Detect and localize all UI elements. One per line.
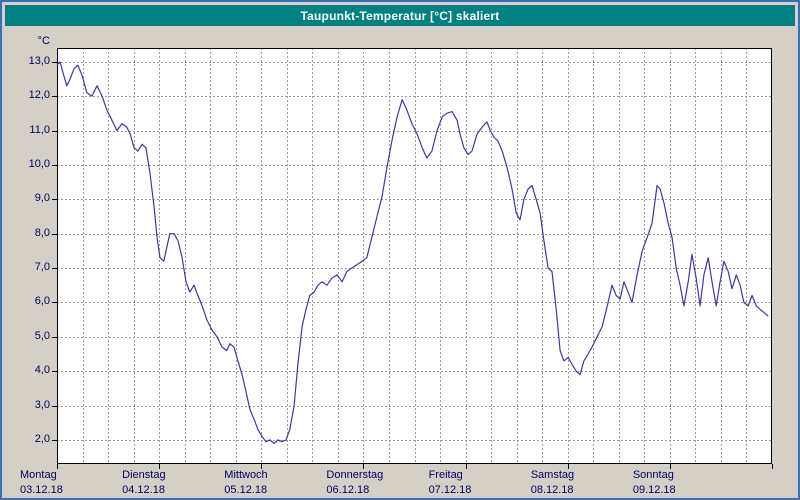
x-date-label: 06.12.18 [326,484,370,496]
x-tick-mark [466,464,467,469]
x-tick-mark [363,464,364,469]
y-tick-mark [52,302,57,303]
x-tick-mark [261,464,262,469]
y-tick-mark [52,337,57,338]
x-day-label: Dienstag [122,469,166,481]
y-tick-label: 5,0 [34,329,50,342]
y-tick-label: 8,0 [34,226,50,239]
x-day-label: Montag [20,469,57,481]
y-tick-label: 3,0 [34,398,50,411]
y-tick-mark [52,165,57,166]
y-tick-mark [52,131,57,132]
x-date-label: 04.12.18 [122,484,165,496]
x-tick-mark [568,464,569,469]
line-chart [57,48,772,464]
x-tick-mark [670,464,671,469]
y-tick-mark [52,62,57,63]
y-tick-mark [52,199,57,200]
x-day-label: Donnerstag [326,469,384,481]
y-tick-label: 4,0 [34,364,50,377]
x-day-label: Mittwoch [224,469,268,481]
y-tick-mark [52,371,57,372]
title-bar: Taupunkt-Temperatur [°C] skaliert [5,5,795,26]
x-day-label: Samstag [530,469,575,481]
y-tick-mark [52,96,57,97]
y-tick-label: 10,0 [28,157,50,170]
x-day-label: Sonntag [632,469,674,481]
y-tick-mark [52,234,57,235]
x-date-label: 09.12.18 [632,484,676,496]
x-tick-mark [772,464,773,469]
x-tick-mark [159,464,160,469]
y-tick-label: 2,0 [34,432,50,445]
y-tick-mark [52,268,57,269]
x-day-label: Freitag [428,469,463,481]
y-tick-label: 7,0 [34,261,50,274]
y-tick-mark [52,440,57,441]
plot-border [57,48,772,464]
y-tick-mark [52,406,57,407]
y-axis-unit-label: °C [37,35,50,47]
chart-title: Taupunkt-Temperatur [°C] skaliert [300,8,500,23]
y-tick-label: 6,0 [34,295,50,308]
y-tick-label: 9,0 [34,192,50,205]
x-tick-mark [57,464,58,469]
y-tick-label: 11,0 [29,123,50,136]
y-tick-label: 12,0 [28,89,50,102]
x-date-label: 08.12.18 [530,484,574,496]
temperature-line [57,61,769,444]
x-date-label: 03.12.18 [20,484,63,496]
y-tick-label: 13,0 [28,54,50,67]
x-date-label: 05.12.18 [224,484,268,496]
x-date-label: 07.12.18 [428,484,472,496]
